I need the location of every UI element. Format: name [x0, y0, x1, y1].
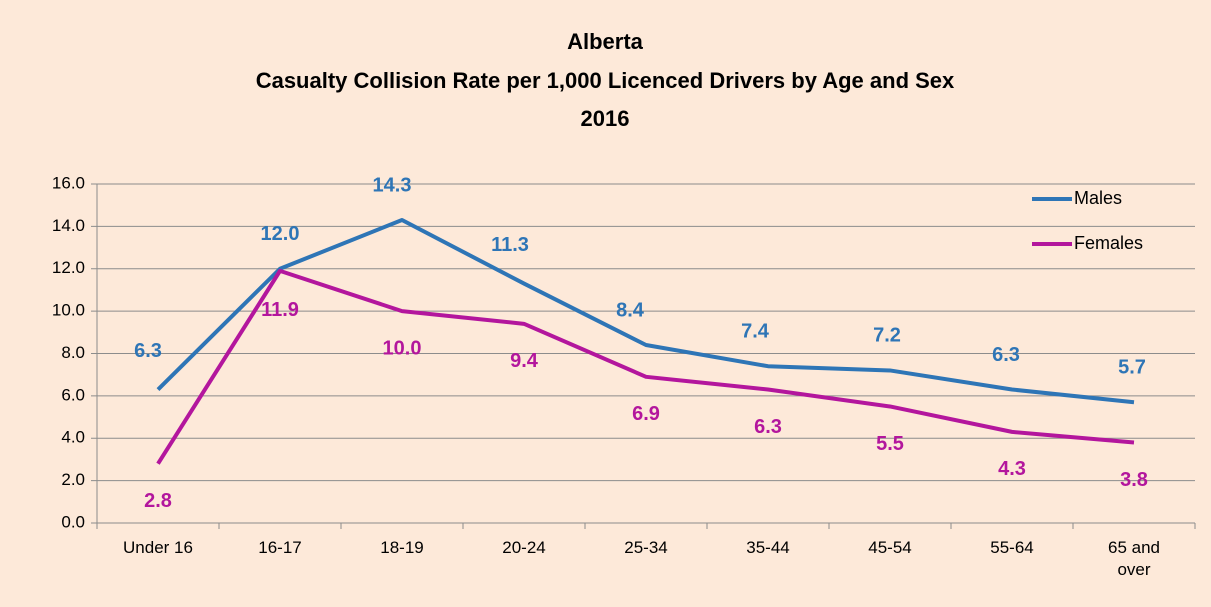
data-label: 10.0: [383, 337, 422, 359]
y-tick-label: 4.0: [61, 428, 85, 447]
data-label: 5.7: [1118, 357, 1146, 379]
y-tick-label: 0.0: [61, 512, 85, 531]
series-line: [156, 268, 1135, 465]
y-tick-label: 6.0: [61, 385, 85, 404]
chart-title: Casualty Collision Rate per 1,000 Licenc…: [256, 68, 955, 93]
data-label: 4.3: [998, 458, 1026, 480]
x-tick-label: 35-44: [746, 538, 790, 557]
data-label: 12.0: [261, 223, 300, 245]
data-label: 7.4: [741, 320, 770, 342]
y-tick-label: 8.0: [61, 343, 85, 362]
data-label: 11.3: [491, 234, 529, 256]
data-label: 6.3: [754, 416, 782, 438]
y-tick-label: 10.0: [52, 301, 85, 320]
chart-title: 2016: [581, 106, 630, 131]
data-label: 11.9: [261, 299, 299, 321]
series-line: [156, 218, 1135, 405]
y-tick-label: 14.0: [52, 216, 85, 235]
y-tick-label: 16.0: [52, 173, 85, 192]
data-label: 5.5: [876, 433, 904, 455]
data-label: 7.2: [873, 325, 901, 347]
legend-label: Females: [1074, 233, 1143, 253]
x-tick-label: 18-19: [380, 538, 424, 557]
y-tick-label: 12.0: [52, 258, 85, 277]
data-label: 14.3: [373, 174, 412, 196]
data-label: 6.9: [632, 403, 660, 425]
x-tick-label: 45-54: [868, 538, 912, 557]
chart-title: Alberta: [567, 29, 644, 54]
data-label: 6.3: [134, 340, 162, 362]
x-tick-label: 55-64: [990, 538, 1034, 557]
data-label: 9.4: [510, 350, 539, 372]
legend-label: Males: [1074, 188, 1122, 208]
data-label: 6.3: [992, 344, 1020, 366]
data-label: 3.8: [1120, 469, 1148, 491]
data-label: 8.4: [616, 299, 645, 321]
x-tick-label: 25-34: [624, 538, 668, 557]
data-label: 2.8: [144, 490, 172, 512]
x-tick-label: 20-24: [502, 538, 546, 557]
x-tick-label: 16-17: [258, 538, 302, 557]
x-tick-label: Under 16: [123, 538, 193, 557]
x-tick-label: 65 and over: [1108, 538, 1160, 579]
y-tick-label: 2.0: [61, 470, 85, 489]
